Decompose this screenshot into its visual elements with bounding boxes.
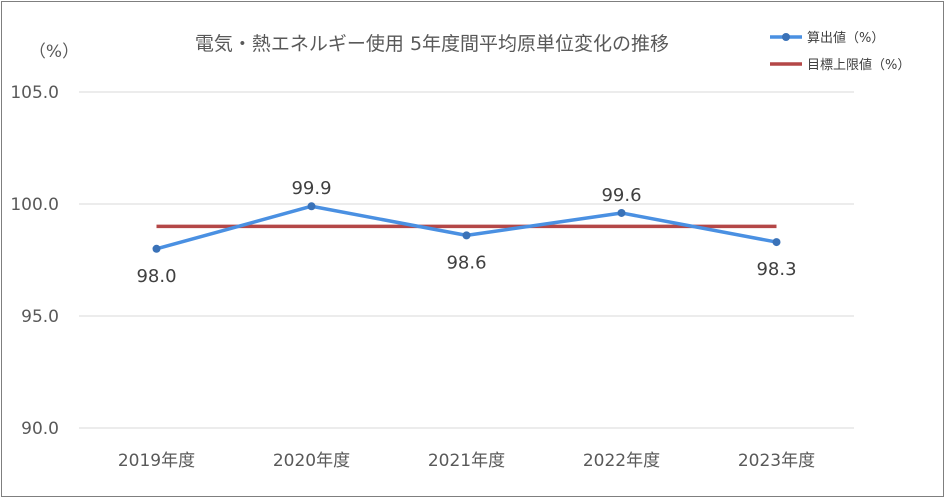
data-point [772,238,781,247]
series-layer: 98.0 99.9 98.6 99.6 98.3 [136,178,796,287]
x-axis-ticks: 2019年度 2020年度 2021年度 2022年度 2023年度 [118,451,815,471]
x-tick-label: 2023年度 [738,451,815,471]
y-tick-label: 105.0 [10,83,59,103]
y-tick-label: 90.0 [21,419,59,439]
data-label: 99.6 [601,185,641,206]
legend-label: 算出値（%） [807,30,884,46]
data-point [462,231,471,240]
y-axis-ticks: 90.0 95.0 100.0 105.0 [10,83,59,439]
x-tick-label: 2019年度 [118,451,195,471]
data-point [307,202,316,211]
legend-label: 目標上限値（%） [807,57,910,73]
data-label: 98.6 [446,252,486,273]
gridlines [79,91,854,429]
chart-title: 電気・熱エネルギー使用 5年度間平均原単位変化の推移 [195,33,669,55]
x-tick-label: 2021年度 [428,451,505,471]
y-tick-label: 95.0 [21,307,59,327]
x-tick-label: 2020年度 [273,451,350,471]
y-tick-label: 100.0 [10,195,59,215]
data-point [617,208,626,217]
data-label: 99.9 [291,178,331,199]
data-label: 98.0 [136,266,176,287]
legend: 算出値（%） 目標上限値（%） [770,30,910,73]
y-axis-unit-label: （%） [29,42,79,62]
x-tick-label: 2022年度 [583,451,660,471]
legend-marker [782,33,790,41]
data-label: 98.3 [756,259,796,280]
data-point [152,244,161,253]
